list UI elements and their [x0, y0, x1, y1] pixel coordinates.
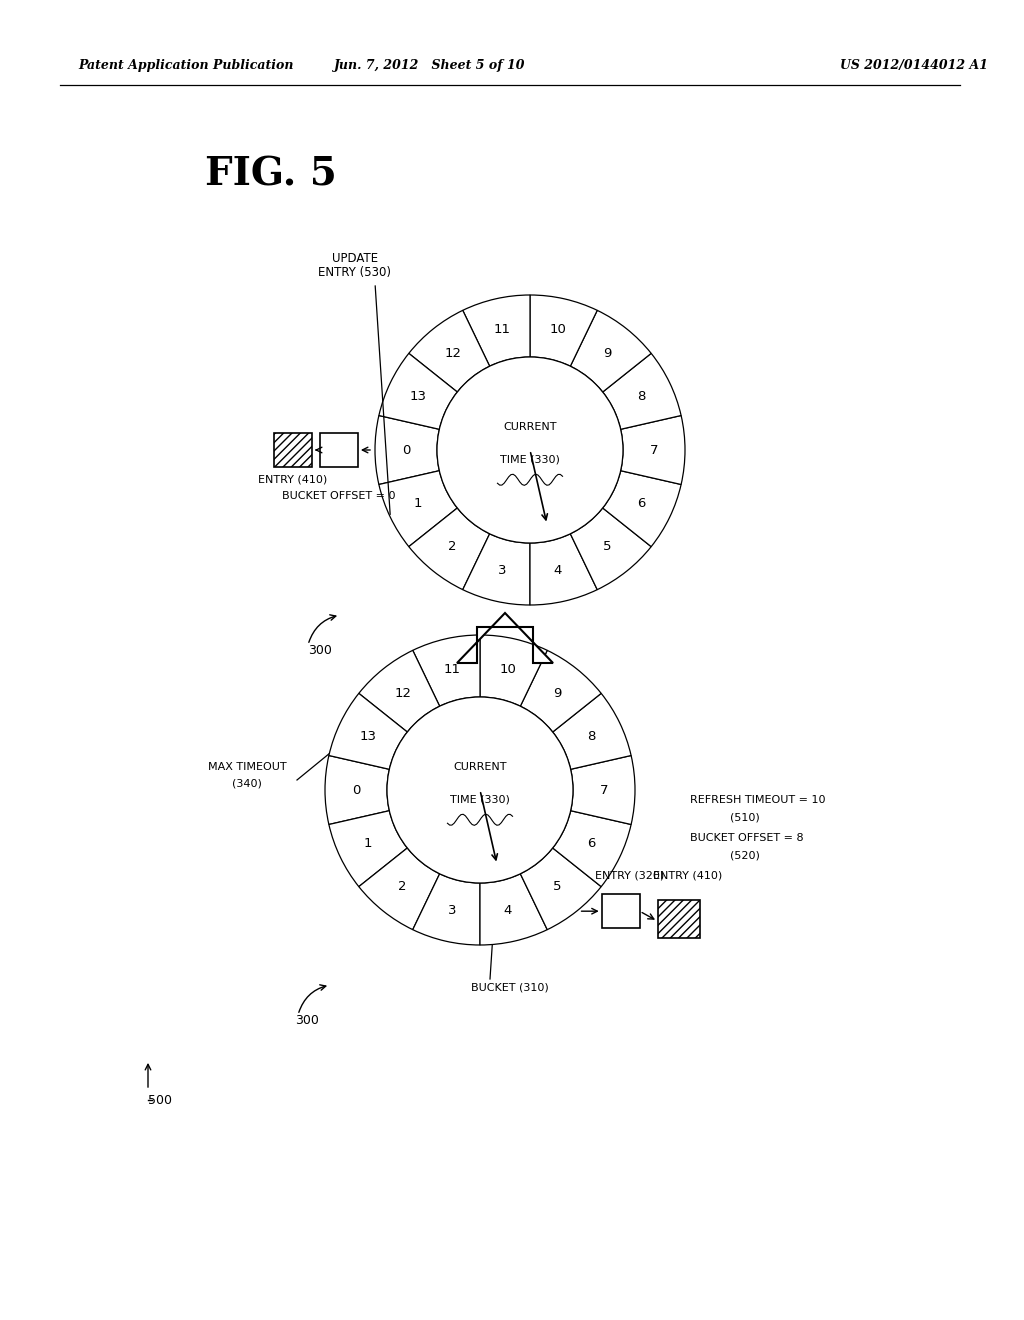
Text: 300: 300	[308, 644, 332, 656]
Text: BUCKET OFFSET = 8: BUCKET OFFSET = 8	[690, 833, 804, 843]
Text: 11: 11	[444, 663, 461, 676]
Text: 13: 13	[410, 389, 427, 403]
Wedge shape	[463, 294, 530, 366]
Text: 1: 1	[414, 498, 423, 511]
Text: 500: 500	[148, 1093, 172, 1106]
Wedge shape	[463, 533, 530, 605]
Text: FIG. 5: FIG. 5	[205, 156, 337, 194]
Text: 6: 6	[588, 837, 596, 850]
Text: ENTRY (530): ENTRY (530)	[318, 267, 391, 279]
Text: 10: 10	[549, 322, 566, 335]
Wedge shape	[621, 416, 685, 484]
Text: 0: 0	[401, 444, 411, 457]
Wedge shape	[358, 651, 439, 733]
Text: 5: 5	[603, 540, 611, 553]
Text: 2: 2	[398, 880, 407, 894]
Text: 8: 8	[588, 730, 596, 743]
Text: REFRESH TIMEOUT = 10: REFRESH TIMEOUT = 10	[690, 795, 825, 805]
Wedge shape	[570, 755, 635, 825]
Wedge shape	[413, 874, 480, 945]
Text: ENTRY (320): ENTRY (320)	[595, 870, 664, 880]
Text: BUCKET OFFSET = 0: BUCKET OFFSET = 0	[283, 491, 395, 502]
Polygon shape	[457, 612, 553, 663]
Text: 12: 12	[444, 347, 461, 359]
Text: 10: 10	[499, 663, 516, 676]
Wedge shape	[553, 693, 631, 770]
Text: ENTRY (410): ENTRY (410)	[652, 870, 722, 880]
Text: UPDATE: UPDATE	[332, 252, 378, 265]
Text: 300: 300	[295, 1014, 318, 1027]
Text: MAX TIMEOUT: MAX TIMEOUT	[208, 762, 287, 772]
Text: Jun. 7, 2012   Sheet 5 of 10: Jun. 7, 2012 Sheet 5 of 10	[334, 58, 525, 71]
Bar	[274, 433, 312, 467]
Wedge shape	[409, 310, 489, 392]
Text: US 2012/0144012 A1: US 2012/0144012 A1	[840, 58, 988, 71]
Wedge shape	[413, 635, 480, 706]
Wedge shape	[480, 635, 547, 706]
Text: 3: 3	[449, 904, 457, 917]
Wedge shape	[325, 755, 389, 825]
Text: 4: 4	[553, 565, 562, 577]
Circle shape	[387, 697, 573, 883]
Wedge shape	[570, 310, 651, 392]
Wedge shape	[358, 847, 439, 929]
Text: 7: 7	[600, 784, 608, 796]
Text: 5: 5	[553, 880, 561, 894]
Text: (340): (340)	[232, 777, 262, 788]
Bar	[319, 433, 358, 467]
Wedge shape	[520, 847, 601, 929]
Text: TIME (330): TIME (330)	[451, 795, 510, 804]
Wedge shape	[379, 471, 458, 546]
Wedge shape	[329, 810, 408, 887]
Text: 12: 12	[394, 686, 412, 700]
Text: ENTRY (410): ENTRY (410)	[258, 475, 328, 484]
Text: 8: 8	[638, 389, 646, 403]
Wedge shape	[603, 471, 681, 546]
Circle shape	[437, 356, 623, 543]
Text: 3: 3	[498, 565, 507, 577]
Text: 4: 4	[504, 904, 512, 917]
Text: TIME (330): TIME (330)	[500, 454, 560, 465]
Text: BUCKET (310): BUCKET (310)	[471, 983, 549, 993]
Wedge shape	[329, 693, 408, 770]
Wedge shape	[570, 508, 651, 590]
Wedge shape	[603, 354, 681, 429]
Text: 0: 0	[352, 784, 360, 796]
Text: CURRENT: CURRENT	[454, 762, 507, 772]
Bar	[602, 894, 640, 928]
Wedge shape	[530, 533, 597, 605]
Wedge shape	[553, 810, 631, 887]
Text: CURRENT: CURRENT	[503, 422, 557, 432]
Text: 6: 6	[638, 498, 646, 511]
Wedge shape	[379, 354, 458, 429]
Text: (510): (510)	[730, 813, 760, 822]
Wedge shape	[375, 416, 439, 484]
Text: 7: 7	[650, 444, 658, 457]
Text: (520): (520)	[730, 851, 760, 861]
Text: 1: 1	[364, 837, 373, 850]
Text: 9: 9	[553, 686, 561, 700]
Wedge shape	[409, 508, 489, 590]
Wedge shape	[480, 874, 547, 945]
Text: 2: 2	[449, 540, 457, 553]
Text: 11: 11	[494, 322, 511, 335]
Text: 13: 13	[359, 730, 377, 743]
Wedge shape	[520, 651, 601, 733]
Wedge shape	[530, 294, 597, 366]
Text: Patent Application Publication: Patent Application Publication	[78, 58, 294, 71]
Bar	[657, 900, 699, 939]
Text: 9: 9	[603, 347, 611, 359]
